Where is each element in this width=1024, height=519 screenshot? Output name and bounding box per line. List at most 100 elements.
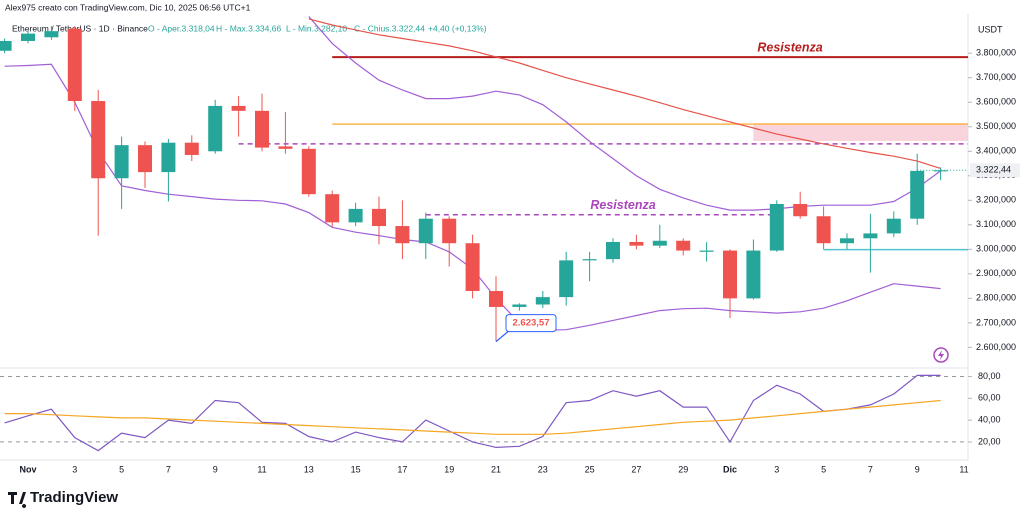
rsi-line: [4, 374, 941, 452]
candle-body: [325, 194, 340, 223]
callout-pointer: [495, 331, 509, 343]
candle-body: [606, 241, 620, 260]
ticks: 2.600,000 2.700,000 2.800,000 2.900,000 3.00…: [19, 48, 1020, 474]
candle-body: [910, 170, 925, 219]
candle-body: [138, 145, 152, 173]
candle-body: [418, 218, 433, 244]
last-price-label: 3.322,44: [976, 165, 1011, 175]
candle-body: [535, 297, 550, 305]
y-tick-label: 3.600,000: [976, 97, 1016, 107]
candle-body: [67, 28, 82, 102]
close: C - Chius.3.322,44: [354, 23, 425, 33]
x-tick-label: Nov: [19, 464, 36, 474]
level-label: Resistenza: [757, 40, 822, 54]
x-tick-label: 21: [491, 464, 501, 474]
candle-body: [231, 105, 246, 111]
y-tick-label: 3.400,000: [976, 146, 1016, 156]
y-tick-label: 3.100,000: [976, 219, 1016, 229]
candle-body: [723, 250, 737, 299]
x-tick-label: 13: [304, 464, 314, 474]
y-tick-label: 3.200,000: [976, 195, 1016, 205]
candle-body: [629, 241, 644, 246]
x-tick-label: Dic: [723, 464, 737, 474]
x-tick-label: 5: [821, 464, 826, 474]
candle-body: [44, 31, 59, 38]
callout-box: [505, 314, 557, 333]
candle-body: [465, 243, 480, 292]
x-tick-label: 9: [213, 464, 218, 474]
candle-body: [746, 250, 761, 299]
candle-body: [582, 259, 597, 261]
footer-logo: TradingView: [8, 489, 118, 508]
x-tick-label: 7: [166, 464, 171, 474]
candle-body: [442, 218, 457, 244]
candle-body: [793, 203, 808, 217]
candle-body: [863, 233, 878, 239]
y-tick-label: 20,00: [978, 436, 1001, 446]
candle-body: [840, 238, 854, 244]
x-tick-label: 9: [915, 464, 920, 474]
x-tick-label: 3: [72, 464, 77, 474]
candle-body: [21, 33, 35, 41]
y-tick-label: 80,00: [978, 371, 1001, 381]
candle-body: [255, 110, 269, 148]
indicator-line: [308, 18, 941, 169]
x-tick-label: 7: [868, 464, 873, 474]
low: L - Min.3.282,10: [286, 23, 347, 33]
candle-body: [278, 146, 293, 149]
candle-body: [0, 40, 12, 51]
x-tick-label: 15: [351, 464, 361, 474]
candle-body: [489, 291, 503, 307]
y-tick-label: 2.800,000: [976, 293, 1016, 303]
candle-body: [91, 101, 106, 179]
candle-body: [559, 260, 574, 298]
y-axis-label: USDT: [978, 24, 1003, 34]
alert-icon: [933, 347, 949, 363]
candle-body: [886, 218, 901, 234]
candle-body: [372, 208, 386, 227]
legend: Ethereum / TetherUS · 1D · Binance O - A…: [12, 23, 487, 33]
y-tick-label: 2.900,000: [976, 268, 1016, 278]
x-tick-label: 19: [444, 464, 454, 474]
callout-label: 2.623,57: [513, 318, 550, 329]
candle-body: [933, 170, 948, 172]
candle-body: [512, 304, 527, 307]
y-tick-label: 3.700,000: [976, 72, 1016, 82]
y-tick-label: 3.800,000: [976, 48, 1016, 58]
x-tick-label: 5: [119, 464, 124, 474]
candle-body: [184, 142, 199, 155]
x-tick-label: 11: [959, 464, 968, 474]
candle-body: [161, 142, 176, 173]
candle-body: [348, 208, 363, 223]
plot-area: Resistenza Resistenza 2.623,57: [0, 16, 968, 452]
x-tick-label: 25: [585, 464, 595, 474]
last-price-box: [970, 163, 1020, 178]
candle-body: [769, 203, 784, 251]
x-tick-label: 3: [774, 464, 779, 474]
high: H - Max.3.334,66: [216, 23, 281, 33]
x-tick-label: 11: [257, 464, 266, 474]
y-tick-label: 60,00: [978, 393, 1001, 403]
candle-body: [395, 226, 410, 244]
symbol: Ethereum / TetherUS · 1D · Binance: [12, 23, 148, 33]
change: +4,40 (+0,13%): [428, 23, 487, 33]
candle-body: [676, 240, 691, 251]
candle-body: [816, 216, 831, 244]
y-tick-label: 3.500,000: [976, 121, 1016, 131]
zone: [753, 123, 968, 141]
y-tick-label: 40,00: [978, 415, 1001, 425]
y-tick-label: 3.000,000: [976, 244, 1016, 254]
y-tick-label: 2.600,000: [976, 342, 1016, 352]
brand: TradingView: [30, 489, 118, 506]
x-tick-label: 23: [538, 464, 548, 474]
x-tick-label: 17: [397, 464, 407, 474]
level-label: Resistenza: [590, 198, 655, 212]
indicator-line: [308, 16, 941, 211]
candle-body: [699, 250, 714, 252]
candle-body: [114, 145, 129, 179]
candle-body: [208, 105, 223, 152]
x-tick-label: 27: [631, 464, 641, 474]
rsi-line: [4, 399, 941, 435]
